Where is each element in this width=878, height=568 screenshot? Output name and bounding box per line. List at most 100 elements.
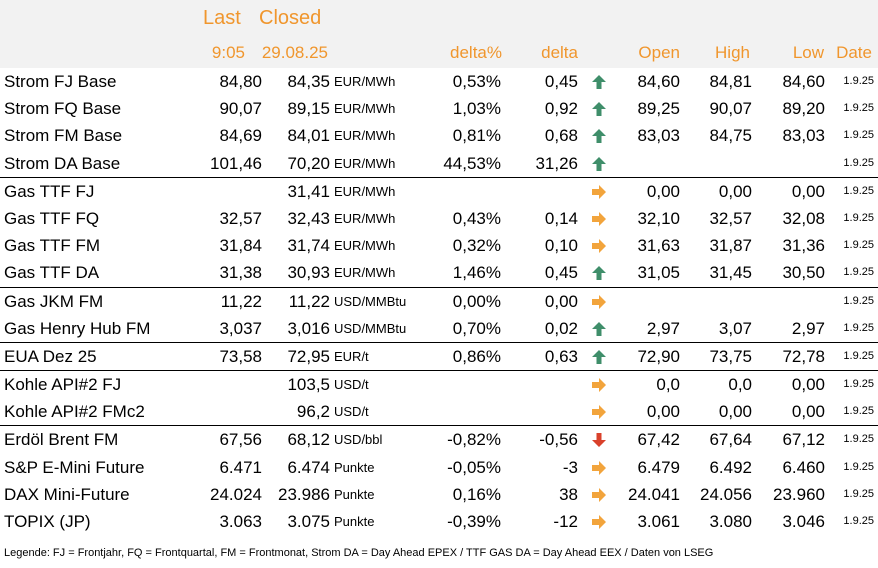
delta-value: 0,63 — [544, 346, 578, 366]
unit-label: USD/bbl — [334, 432, 383, 448]
closed-value: 84,35 — [287, 72, 330, 91]
last-value: 11,22 — [220, 291, 262, 311]
table-row: Kohle API#2 FJ 103,5 USD/t 0,0 0,0 0,00 1.9.25 — [0, 370, 878, 398]
table-row: Kohle API#2 FMc2 96,2 USD/t 0,00 0,00 0,00 1.9… — [0, 398, 878, 425]
high-header: High — [715, 43, 750, 62]
last-value: 24.024 — [210, 484, 262, 504]
date-value: 1.9.25 — [843, 405, 874, 418]
unit-label: Punkte — [334, 459, 375, 475]
table-row: Gas JKM FM 11,22 11,22 USD/MMBtu 0,00% 0,00 1.… — [0, 286, 878, 315]
low-value: 3.046 — [782, 512, 825, 531]
instrument-name: Kohle API#2 FMc2 — [4, 402, 145, 422]
delta-value: 38 — [559, 484, 578, 504]
open-value: 83,03 — [637, 126, 680, 146]
last-value: 101,46 — [210, 153, 262, 173]
instrument-name: TOPIX (JP) — [4, 512, 91, 531]
instrument-name: EUA Dez 25 — [4, 346, 97, 366]
delta-value: 0,02 — [544, 318, 578, 338]
instrument-name: Erdöl Brent FM — [4, 430, 119, 450]
date-header: Date — [836, 43, 872, 62]
delta-pct-value: -0,82% — [447, 430, 501, 450]
date-value: 1.9.25 — [843, 156, 874, 169]
date-value: 1.9.25 — [843, 211, 874, 224]
high-value: 73,75 — [709, 346, 752, 366]
last-value: 67,56 — [219, 430, 262, 450]
arrow-up-icon — [591, 95, 607, 117]
low-value: 2,97 — [791, 318, 825, 338]
date-value: 1.9.25 — [843, 378, 874, 391]
table-row: Strom FM Base 84,69 84,01 EUR/MWh 0,81% 0,68 8… — [0, 122, 878, 149]
instrument-name: Strom DA Base — [4, 153, 121, 173]
table-row: Strom FJ Base 84,80 84,35 EUR/MWh 0,53% 0,45 8… — [0, 68, 878, 95]
legend-text: Legende: FJ = Frontjahr, FQ = Frontquart… — [4, 547, 714, 559]
delta-pct-value: 0,81% — [452, 126, 501, 146]
high-value: 0,00 — [718, 181, 752, 201]
high-value: 3.080 — [709, 512, 752, 531]
closed-value: 31,41 — [287, 181, 330, 201]
high-value: 6.492 — [709, 457, 752, 477]
open-value: 31,05 — [637, 263, 680, 283]
open-value: 3.061 — [637, 512, 680, 531]
date-value: 1.9.25 — [843, 266, 874, 279]
unit-label: EUR/MWh — [334, 238, 396, 254]
low-value: 67,12 — [782, 430, 825, 450]
low-value: 0,00 — [791, 402, 825, 422]
arrow-right-icon — [591, 288, 607, 310]
last-value: 31,84 — [219, 236, 262, 256]
unit-label: EUR/MWh — [334, 101, 396, 117]
low-value: 30,50 — [782, 263, 825, 283]
date-value: 1.9.25 — [843, 433, 874, 446]
closed-value: 6.474 — [287, 457, 330, 477]
arrow-right-icon — [591, 232, 607, 254]
low-value: 32,08 — [782, 208, 825, 228]
delta-pct-value: 1,03% — [452, 99, 501, 119]
table-row: Strom FQ Base 90,07 89,15 EUR/MWh 1,03% 0,92 8… — [0, 95, 878, 122]
unit-label: EUR/MWh — [334, 210, 396, 226]
instrument-name: Strom FJ Base — [4, 72, 117, 91]
last-value: 73,58 — [219, 346, 262, 366]
last-value: 84,80 — [219, 72, 262, 91]
delta-pct-header: delta% — [450, 43, 502, 62]
closed-value: 89,15 — [287, 99, 330, 119]
closed-value: 68,12 — [287, 430, 330, 450]
unit-label: EUR/MWh — [334, 74, 396, 89]
low-value: 89,20 — [782, 99, 825, 119]
high-value: 84,81 — [709, 72, 752, 91]
low-value: 84,60 — [782, 72, 825, 91]
high-value: 0,00 — [718, 402, 752, 422]
unit-label: USD/MMBtu — [334, 293, 407, 309]
table-row: Strom DA Base 101,46 70,20 EUR/MWh 44,53% 31,… — [0, 150, 878, 177]
delta-header: delta — [541, 43, 578, 62]
low-value: 0,00 — [791, 375, 825, 395]
delta-value: 0,92 — [544, 99, 578, 119]
instrument-name: Gas Henry Hub FM — [4, 318, 151, 338]
closed-value: 70,20 — [287, 153, 330, 173]
last-header: Last — [203, 7, 241, 29]
date-value: 1.9.25 — [843, 129, 874, 142]
table-row: DAX Mini-Future 24.024 23.986 Punkte 0,16% 38… — [0, 481, 878, 508]
closed-value: 103,5 — [287, 375, 330, 395]
arrow-up-icon — [591, 150, 607, 172]
open-value: 84,60 — [637, 72, 680, 91]
high-value: 0,0 — [728, 375, 752, 395]
delta-value: -12 — [553, 512, 578, 531]
last-value: 3,037 — [219, 318, 262, 338]
unit-label: EUR/MWh — [334, 128, 396, 144]
table-row: Gas TTF FJ 31,41 EUR/MWh 0,00 0,00 0,00 1.9.25 — [0, 176, 878, 205]
open-value: 0,00 — [646, 181, 680, 201]
delta-pct-value: 0,53% — [452, 72, 501, 91]
open-value: 6.479 — [637, 457, 680, 477]
table-row: Gas Henry Hub FM 3,037 3,016 USD/MMBtu 0,70%… — [0, 315, 878, 342]
open-value: 2,97 — [646, 318, 680, 338]
open-value: 67,42 — [637, 430, 680, 450]
date-value: 1.9.25 — [843, 239, 874, 252]
instrument-name: Gas TTF DA — [4, 263, 100, 283]
instrument-name: Gas TTF FJ — [4, 181, 95, 201]
date-value: 1.9.25 — [843, 460, 874, 473]
delta-pct-value: 0,32% — [452, 236, 501, 256]
unit-label: USD/t — [334, 404, 369, 420]
closed-value: 11,22 — [288, 291, 330, 311]
delta-pct-value: -0,05% — [447, 457, 501, 477]
low-value: 83,03 — [782, 126, 825, 146]
open-header: Open — [638, 43, 680, 62]
